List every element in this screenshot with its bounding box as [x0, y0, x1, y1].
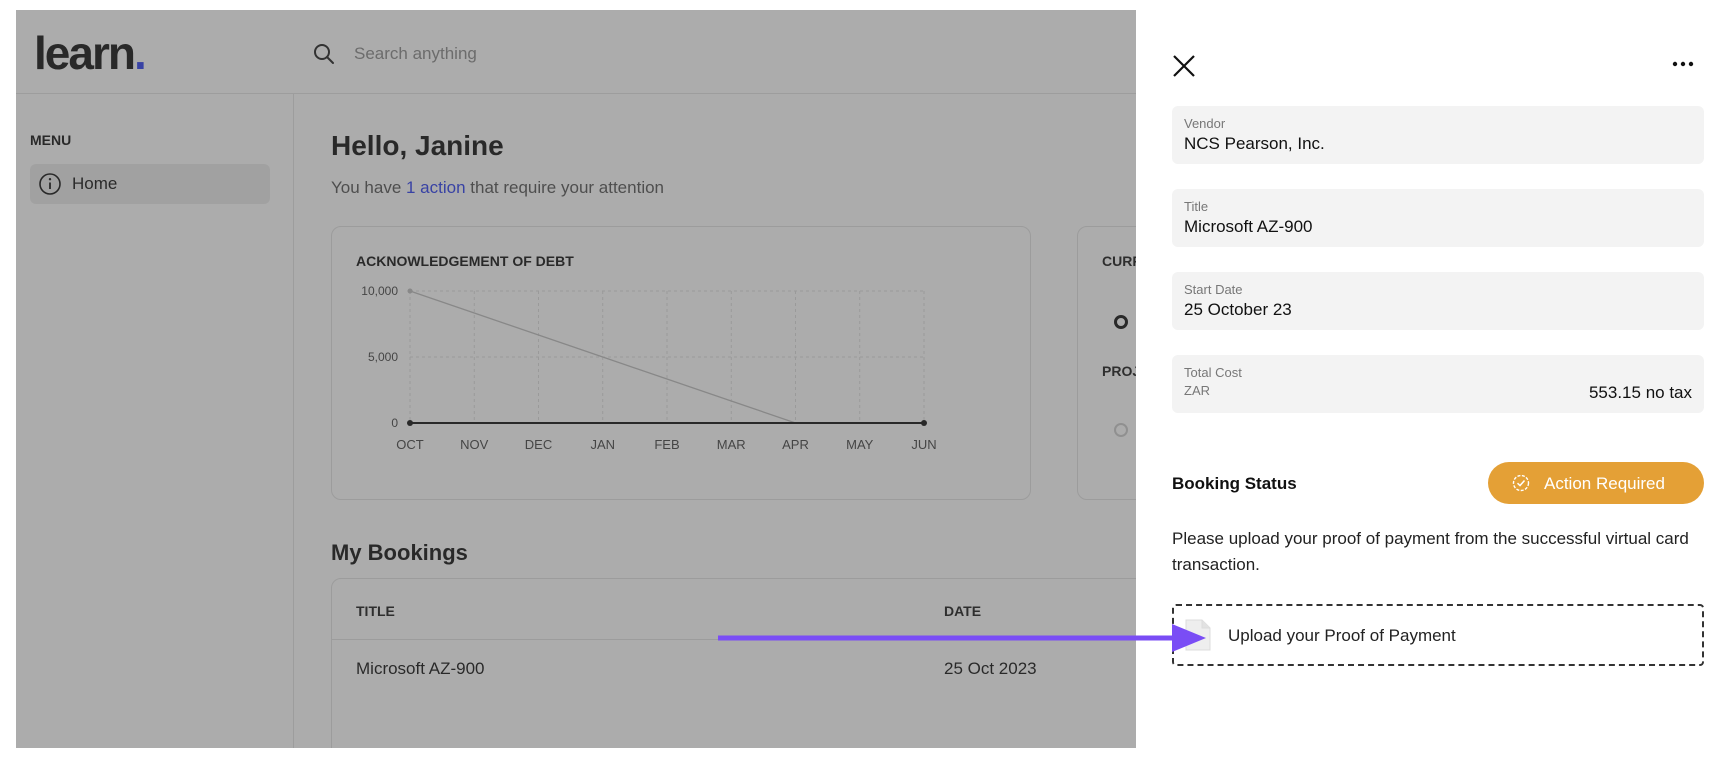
- vendor-label: Vendor: [1184, 116, 1226, 131]
- top-bar: learn.: [16, 10, 1136, 94]
- currency-card-title: CURRE: [1102, 253, 1136, 269]
- x-tick-label: DEC: [525, 437, 552, 452]
- title-value: Microsoft AZ-900: [1184, 217, 1313, 236]
- debt-chart-card: ACKNOWLEDGEMENT OF DEBT 0 5,000 10,000 OCT N…: [331, 226, 1031, 500]
- sidebar-item-label: Home: [72, 174, 118, 193]
- projection-title: PROJE: [1102, 363, 1136, 379]
- search-icon: [314, 44, 334, 64]
- info-icon: [39, 173, 61, 195]
- check-circle-icon: [1512, 474, 1530, 492]
- page-title: Hello, Janine: [331, 130, 504, 161]
- total-cost-field[interactable]: Total Cost ZAR 553.15 no tax: [1172, 355, 1704, 413]
- attention-message: You have 1 action that require your atte…: [331, 178, 664, 198]
- y-tick-label: 5,000: [368, 350, 398, 364]
- title-label: Title: [1184, 199, 1209, 214]
- start-date-field[interactable]: Start Date 25 October 23: [1172, 272, 1704, 330]
- chart-title: ACKNOWLEDGEMENT OF DEBT: [356, 253, 574, 269]
- column-header-title: TITLE: [356, 603, 395, 619]
- data-point: [921, 420, 927, 426]
- vendor-value: NCS Pearson, Inc.: [1184, 134, 1325, 153]
- x-tick-label: MAY: [846, 437, 874, 452]
- upload-label: Upload your Proof of Payment: [1228, 626, 1456, 645]
- table-row-title[interactable]: Microsoft AZ-900: [356, 659, 485, 678]
- projection-radio[interactable]: [1114, 423, 1128, 437]
- actions-link[interactable]: 1 action: [406, 178, 466, 197]
- upload-dropzone[interactable]: Upload your Proof of Payment: [1172, 604, 1704, 666]
- x-tick-label: NOV: [460, 437, 489, 452]
- currency-card: CURRE Z PROJE Z: [1077, 226, 1136, 500]
- action-required-badge[interactable]: Action Required: [1488, 462, 1704, 504]
- x-tick-label: FEB: [654, 437, 679, 452]
- search-input[interactable]: [354, 40, 854, 68]
- booking-status-label: Booking Status: [1172, 474, 1297, 493]
- subline-before: You have: [331, 178, 406, 197]
- sidebar: MENU Home: [16, 94, 294, 748]
- vendor-field[interactable]: Vendor NCS Pearson, Inc.: [1172, 106, 1704, 164]
- modal-backdrop[interactable]: [16, 10, 1136, 748]
- booking-detail-panel: Vendor NCS Pearson, Inc. Title Microsoft…: [1136, 10, 1708, 748]
- debt-chart: 0 5,000 10,000 OCT NOV DEC JAN FEB MAR APR MAY JUN: [361, 284, 936, 452]
- main-content: Hello, Janine You have 1 action that req…: [295, 94, 1136, 748]
- title-field[interactable]: Title Microsoft AZ-900: [1172, 189, 1704, 247]
- bookings-title: My Bookings: [331, 540, 468, 565]
- learn-app: learn. MENU Home Hello, Janine You have …: [16, 10, 1136, 748]
- x-tick-label: APR: [782, 437, 809, 452]
- x-tick-label: MAR: [717, 437, 746, 452]
- currency-code: ZAR: [1184, 383, 1210, 398]
- start-date-value: 25 October 23: [1184, 300, 1292, 319]
- logo-text: learn: [34, 27, 136, 79]
- currency-radio[interactable]: [1114, 315, 1128, 329]
- status-badge-label: Action Required: [1544, 474, 1665, 493]
- column-header-date: DATE: [944, 603, 982, 619]
- data-point: [407, 288, 413, 294]
- x-tick-label: JAN: [590, 437, 615, 452]
- total-cost-value: 553.15 no tax: [1588, 383, 1692, 402]
- logo-dot: .: [133, 27, 147, 79]
- y-tick-label: 10,000: [361, 284, 398, 298]
- logo: learn.: [34, 26, 147, 80]
- close-icon[interactable]: [1170, 52, 1198, 80]
- table-row-date: 25 Oct 2023: [944, 659, 1037, 678]
- menu-label: MENU: [30, 132, 72, 148]
- x-tick-label: OCT: [396, 437, 424, 452]
- sidebar-item-home[interactable]: Home: [30, 164, 270, 204]
- document-icon: [1185, 619, 1211, 651]
- subline-after: that require your attention: [465, 178, 665, 197]
- data-point: [407, 420, 413, 426]
- total-cost-label: Total Cost: [1184, 365, 1242, 380]
- more-options-icon[interactable]: [1670, 54, 1696, 74]
- start-date-label: Start Date: [1184, 282, 1243, 297]
- y-tick-label: 0: [391, 416, 398, 430]
- x-tick-label: JUN: [911, 437, 936, 452]
- upload-instructions: Please upload your proof of payment from…: [1172, 529, 1689, 574]
